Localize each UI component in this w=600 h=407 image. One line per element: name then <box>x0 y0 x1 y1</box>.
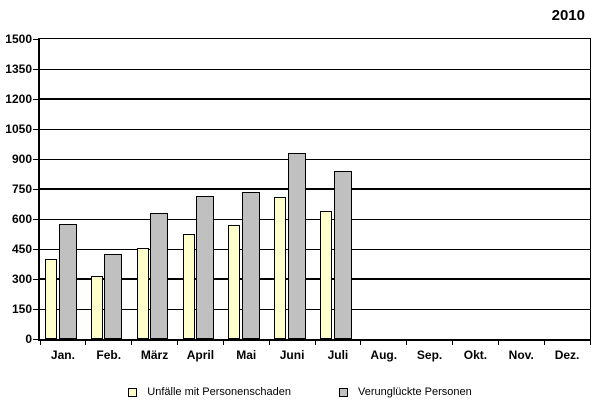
bar-Jan-series0 <box>45 259 57 339</box>
bar-April-series0 <box>182 234 195 339</box>
gridline-750 <box>40 188 590 190</box>
bar-Feb-series1 <box>104 254 123 339</box>
x-axis-label-März: März <box>140 348 169 362</box>
x-axis-tick <box>85 341 87 345</box>
chart-title-year: 2010 <box>551 7 585 24</box>
y-axis-label-750: 750 <box>11 182 32 196</box>
y-axis-tick <box>33 249 38 250</box>
x-axis-label-Juni: Juni <box>279 348 305 362</box>
x-axis-label-Feb: Feb. <box>96 348 122 362</box>
x-axis-label-Okt: Okt. <box>463 348 488 362</box>
x-axis-tick <box>589 341 591 345</box>
plot-area: 0 150 300 450 600 750 900 1050 1200 1350 1500 Jan. F… <box>5 32 591 362</box>
y-axis-label-300: 300 <box>11 272 32 286</box>
accidents-series-swatch-icon <box>128 387 138 397</box>
gridline-1350 <box>40 68 590 70</box>
y-axis-tick <box>33 279 38 280</box>
bar-Juli-series1 <box>333 171 352 339</box>
x-axis-label-Jan: Jan. <box>50 348 75 362</box>
gridline-600 <box>40 218 590 220</box>
y-axis-tick <box>33 159 38 160</box>
gridline-900 <box>40 158 590 160</box>
legend-item-casualties: Verunglückte Personen <box>338 386 472 398</box>
y-axis-tick <box>33 69 38 70</box>
y-axis-tick <box>33 219 38 220</box>
y-axis-label-1350: 1350 <box>5 62 32 76</box>
bar-Jan-series1 <box>58 224 77 339</box>
x-axis-tick <box>222 341 224 345</box>
bar-März-series1 <box>150 213 169 339</box>
y-axis-label-600: 600 <box>11 212 32 226</box>
x-axis-tick <box>406 341 408 345</box>
gridline-1200 <box>40 98 590 100</box>
bar-April-series1 <box>196 196 214 339</box>
x-axis-tick <box>360 341 362 345</box>
x-axis-tick <box>39 341 41 345</box>
y-axis-label-1050: 1050 <box>5 122 32 136</box>
bar-Juni-series0 <box>274 197 287 339</box>
x-axis-label-April: April <box>186 348 215 362</box>
legend-item-accidents: Unfälle mit Personenschaden <box>128 386 291 398</box>
y-axis-label-0: 0 <box>25 332 32 346</box>
x-axis-label-Nov: Nov. <box>508 348 534 362</box>
chart-legend: Unfälle mit Personenschaden Verunglückte… <box>0 386 600 398</box>
legend-label-accidents: Unfälle mit Personenschaden <box>147 386 291 398</box>
y-axis-tick <box>33 339 38 340</box>
x-axis-tick <box>131 341 133 345</box>
y-axis-tick <box>33 129 38 130</box>
x-axis-tick <box>268 341 270 345</box>
x-axis-label-Dez: Dez. <box>554 348 580 362</box>
x-axis-tick <box>543 341 545 345</box>
gridline-300 <box>40 278 590 280</box>
bar-Juli-series0 <box>320 211 332 339</box>
x-axis-label-Juli: Juli <box>327 348 349 362</box>
y-axis-tick <box>33 39 38 40</box>
y-axis-tick <box>33 309 38 310</box>
x-axis-label-Sep: Sep. <box>416 348 443 362</box>
x-axis-tick <box>314 341 316 345</box>
y-axis-label-150: 150 <box>11 302 32 316</box>
gridline-1050 <box>40 128 590 130</box>
bar-Mai-series1 <box>241 192 260 339</box>
gridline-150 <box>40 308 590 310</box>
y-axis-label-1200: 1200 <box>5 92 32 106</box>
x-axis-label-Aug: Aug. <box>370 348 398 362</box>
bar-März-series0 <box>136 248 149 339</box>
bar-Mai-series0 <box>228 225 241 339</box>
bar-Feb-series0 <box>90 276 103 339</box>
x-axis-tick <box>452 341 453 345</box>
gridline-450 <box>40 248 590 250</box>
x-axis-label-Mai: Mai <box>236 348 257 362</box>
y-axis-label-900: 900 <box>11 152 32 166</box>
casualties-series-swatch-icon <box>338 387 348 397</box>
y-axis-label-450: 450 <box>11 242 32 256</box>
y-axis-label-1500: 1500 <box>5 32 32 46</box>
x-axis-tick <box>177 341 178 345</box>
bar-Juni-series1 <box>287 153 306 339</box>
legend-label-casualties: Verunglückte Personen <box>357 386 472 398</box>
y-axis-tick <box>33 189 38 190</box>
x-axis-tick <box>497 341 499 345</box>
y-axis-tick <box>33 99 38 100</box>
